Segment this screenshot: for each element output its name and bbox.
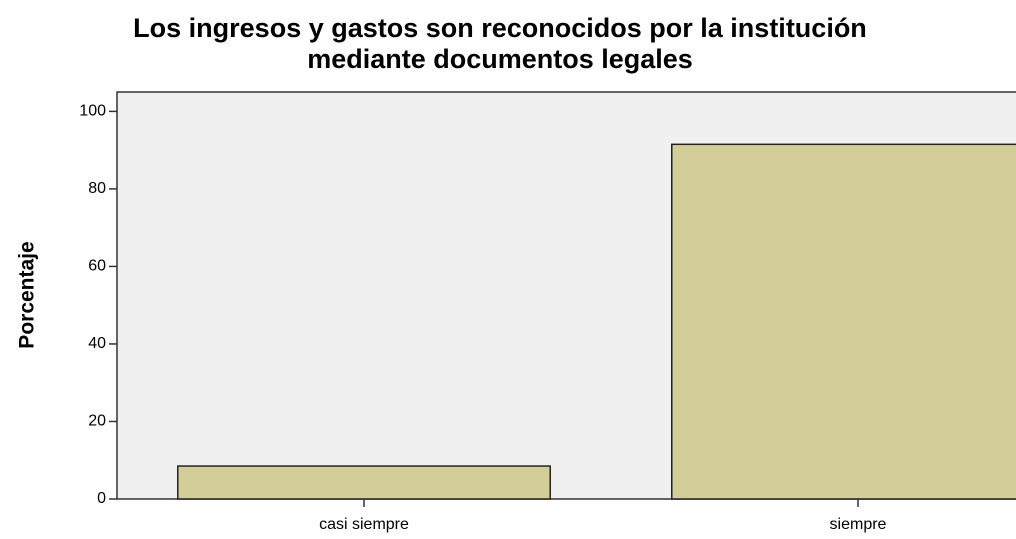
y-tick-label: 100 — [79, 103, 106, 120]
y-tick-label: 80 — [88, 180, 106, 197]
y-tick-label: 0 — [97, 490, 106, 507]
bar — [671, 143, 1016, 500]
y-tick-label: 20 — [88, 413, 106, 430]
y-tick-label: 40 — [88, 335, 106, 352]
y-tick-label: 60 — [88, 258, 106, 275]
bar — [177, 465, 551, 500]
x-tick-label: casi siempre — [319, 516, 409, 533]
x-tick-label: siempre — [830, 516, 887, 533]
y-axis-label: Porcentaje — [16, 241, 39, 348]
chart-title: mediante documentos legales — [307, 44, 693, 74]
chart-title: Los ingresos y gastos son reconocidos po… — [133, 13, 867, 43]
